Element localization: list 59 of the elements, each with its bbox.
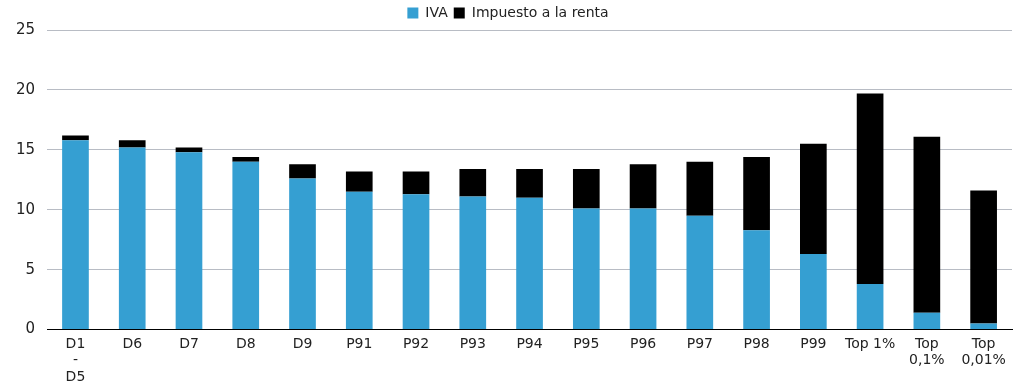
bar xyxy=(686,161,714,216)
x-tick-label: Top 0,01% xyxy=(961,334,1006,368)
legend-label: Impuesto a la renta xyxy=(471,3,609,20)
bar xyxy=(913,136,941,313)
bar xyxy=(459,169,487,197)
x-tick-label: P98 xyxy=(743,334,770,351)
bar xyxy=(686,215,714,330)
y-tick-label: 15 xyxy=(15,139,36,158)
x-tick-label: P94 xyxy=(516,334,543,351)
x-tick-label: D7 xyxy=(179,334,199,351)
x-tick-label: P91 xyxy=(346,334,373,351)
bar xyxy=(970,323,997,330)
x-tick-label: P96 xyxy=(629,334,657,351)
bar xyxy=(572,208,600,330)
bar xyxy=(970,190,997,324)
y-tick-label: 25 xyxy=(15,19,36,38)
bar xyxy=(459,196,487,330)
bar xyxy=(345,171,373,192)
bar xyxy=(516,169,543,198)
bar xyxy=(289,164,316,179)
bar xyxy=(402,194,430,330)
bar xyxy=(743,157,770,231)
x-tick-label: P92 xyxy=(402,334,430,351)
bar xyxy=(856,93,884,285)
y-tick-label: 20 xyxy=(15,79,36,98)
x-tick-label: P93 xyxy=(459,334,486,351)
bar xyxy=(743,230,770,330)
y-tick-label: 0 xyxy=(25,319,36,338)
y-tick-label: 10 xyxy=(15,199,36,218)
bar xyxy=(913,312,941,330)
bar xyxy=(629,208,657,330)
bar xyxy=(800,143,827,255)
bar xyxy=(856,284,884,330)
x-tick-label: Top 1% xyxy=(843,334,896,351)
legend-label: IVA xyxy=(425,3,449,20)
bar xyxy=(572,169,600,209)
bar xyxy=(289,178,316,330)
bar xyxy=(62,135,89,141)
x-tick-label: Top 0,1% xyxy=(909,334,945,368)
bar xyxy=(345,191,373,330)
x-tick-label: P99 xyxy=(800,334,827,351)
bar xyxy=(800,254,827,330)
bar xyxy=(629,164,657,209)
bar xyxy=(516,197,543,330)
bar xyxy=(118,147,146,330)
bar xyxy=(232,161,260,330)
bar xyxy=(62,140,89,330)
x-tick-label: D8 xyxy=(235,334,256,351)
bar xyxy=(118,140,146,148)
y-tick-label: 5 xyxy=(25,259,36,278)
bar xyxy=(175,152,203,330)
bar xyxy=(402,171,430,195)
bar xyxy=(232,157,260,162)
x-tick-label: D1 - D5 xyxy=(65,334,86,385)
x-tick-label: P97 xyxy=(686,334,713,351)
x-tick-label: D6 xyxy=(122,334,143,351)
x-tick-label: P95 xyxy=(573,334,600,351)
x-tick-label: D9 xyxy=(292,334,313,351)
bar xyxy=(175,147,203,153)
